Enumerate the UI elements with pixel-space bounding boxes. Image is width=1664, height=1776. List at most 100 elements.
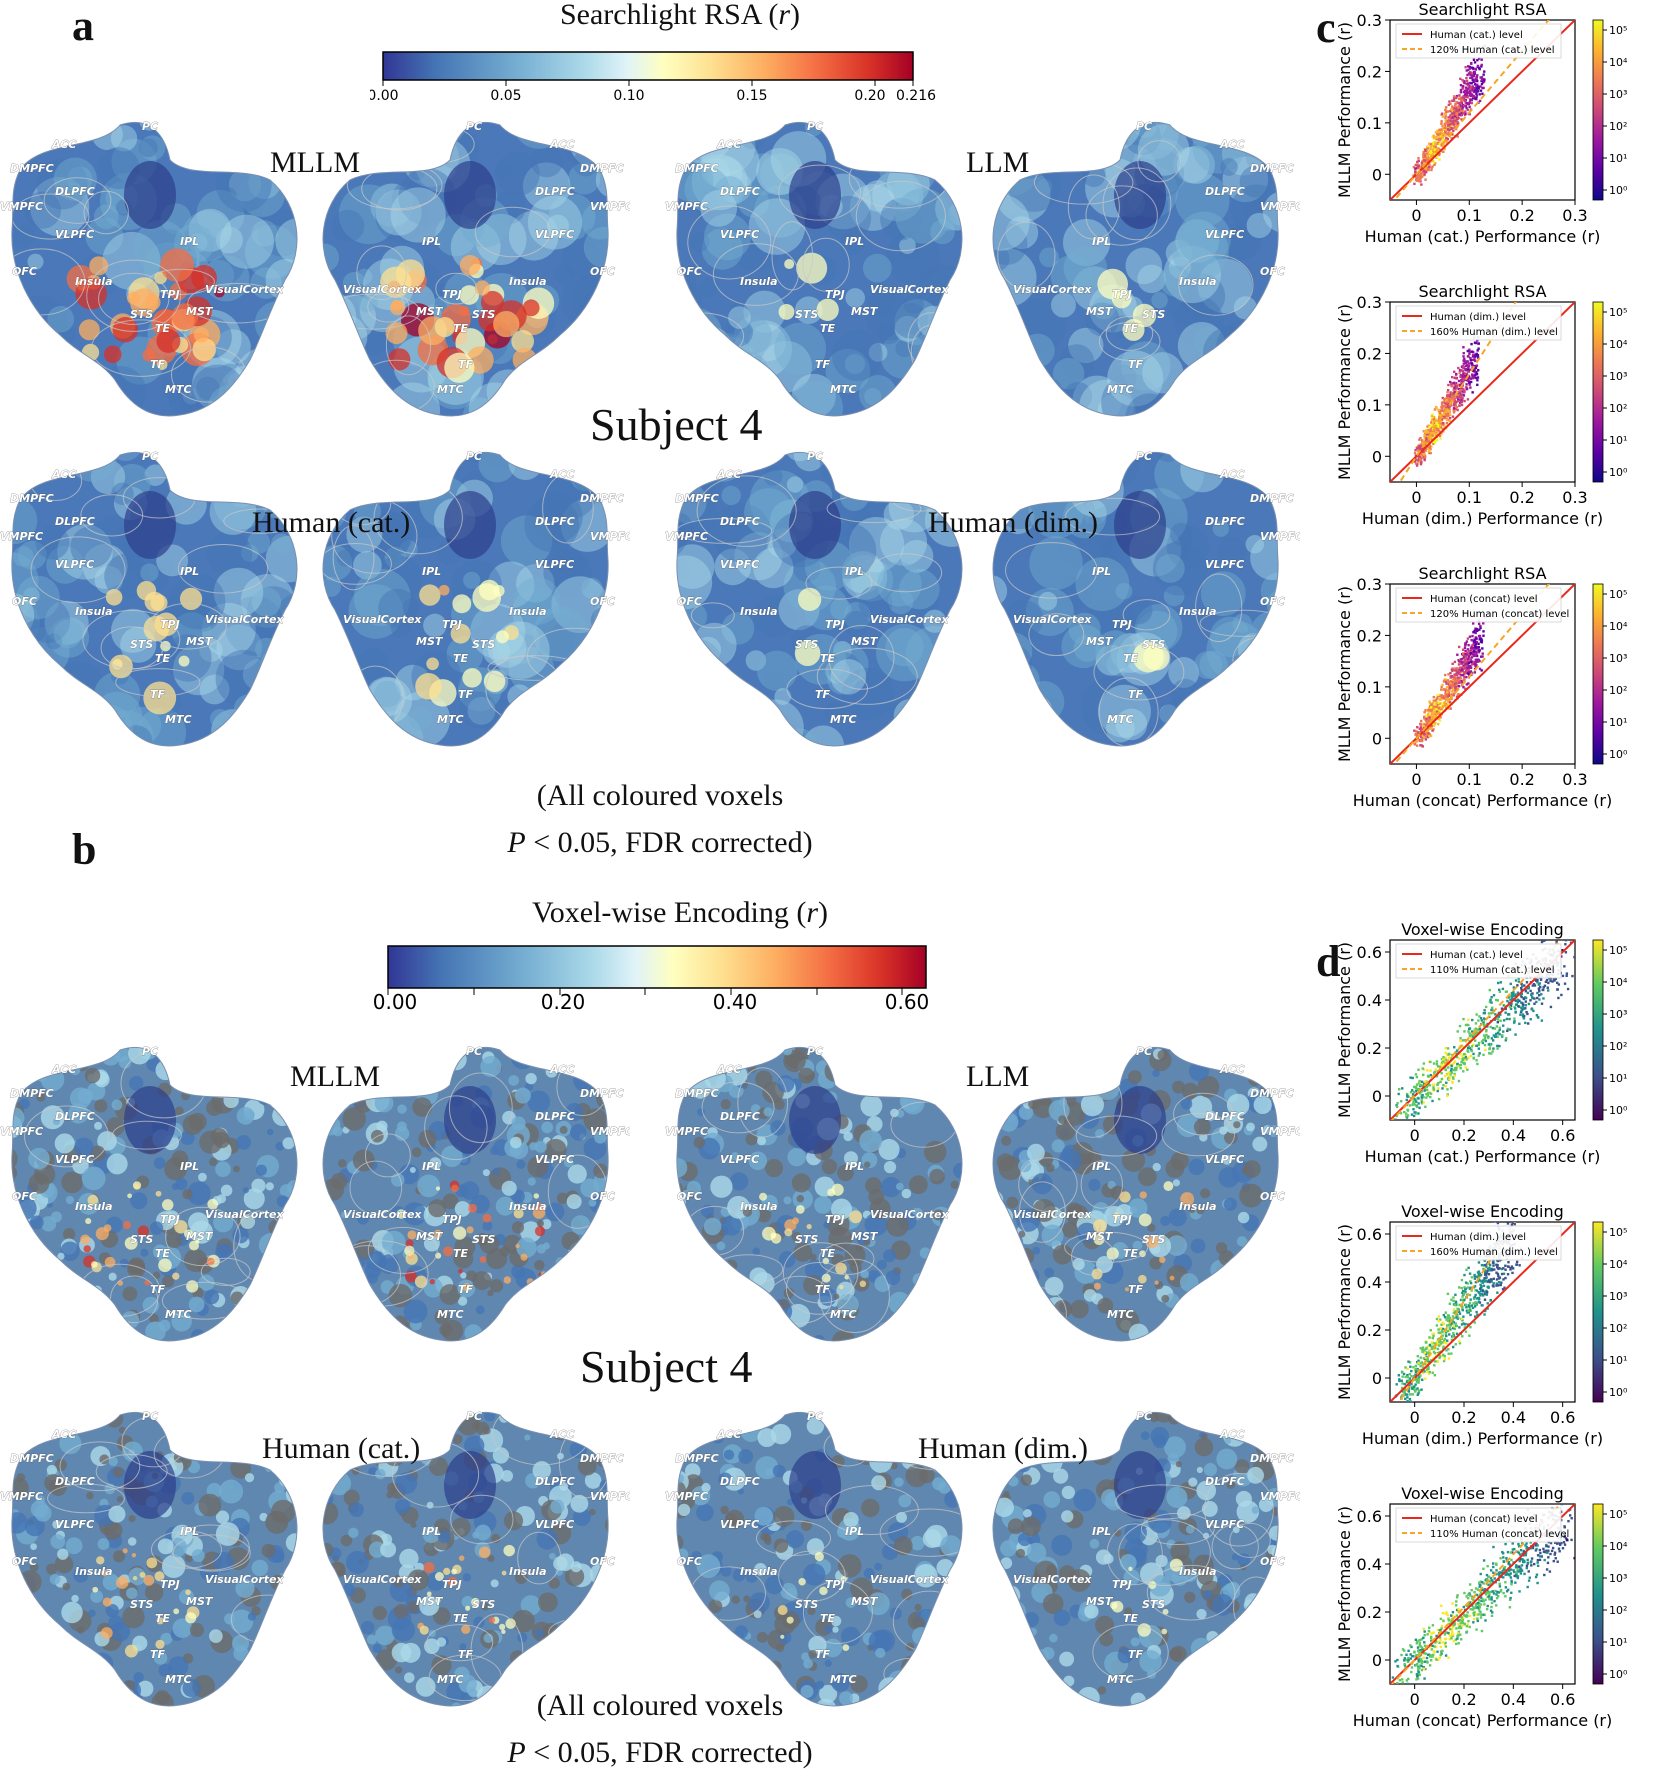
brain-texture	[1244, 1289, 1265, 1310]
brain-texture	[1027, 1675, 1041, 1689]
brain-texture	[603, 320, 630, 354]
roi-label: OFC	[590, 595, 615, 608]
roi-label: ACC	[1219, 138, 1244, 151]
brain-hotspot	[460, 306, 470, 316]
brain-texture	[993, 1237, 1016, 1260]
density-point	[1464, 99, 1466, 101]
density-point	[1466, 69, 1468, 71]
brain-texture	[231, 401, 254, 424]
brain-hotspot	[784, 259, 794, 269]
brain-texture	[1054, 1609, 1071, 1626]
roi-label: OFC	[1260, 265, 1285, 278]
brain-texture	[211, 110, 240, 133]
brain-texture	[14, 134, 34, 154]
brain-texture	[767, 1303, 777, 1313]
brain-texture	[1065, 1337, 1077, 1349]
brain-texture	[935, 440, 975, 475]
roi-label: ACC	[51, 138, 76, 151]
brain-texture	[943, 1586, 950, 1593]
brain-texture	[13, 1400, 25, 1408]
brain-texture	[1153, 1434, 1167, 1448]
density-point	[1429, 151, 1431, 153]
brain-texture	[12, 1627, 21, 1636]
roi-label: TE	[155, 1247, 171, 1260]
brain-texture	[210, 488, 257, 535]
density-point	[1457, 109, 1459, 111]
roi-label: STS	[472, 1233, 495, 1246]
brain-texture	[419, 1340, 428, 1349]
brain-texture	[218, 474, 236, 492]
roi-label: TE	[155, 322, 171, 335]
brain-texture	[266, 1268, 286, 1288]
brain-texture	[1098, 1686, 1106, 1694]
brain-texture	[320, 110, 371, 142]
brain-texture	[554, 264, 574, 284]
brain-texture	[22, 1314, 40, 1332]
brain-texture	[1163, 717, 1209, 760]
brain-texture	[859, 1130, 882, 1153]
brain-texture	[240, 1035, 254, 1044]
density-point	[1449, 417, 1451, 419]
brain-texture	[431, 1422, 453, 1444]
roi-label: TE	[155, 652, 171, 665]
brain-texture	[1197, 1467, 1203, 1473]
brain-texture	[123, 1286, 138, 1301]
roi-label: PC	[807, 450, 823, 463]
density-point	[1438, 158, 1440, 160]
roi-label: MST	[851, 1230, 879, 1243]
roi-label: OFC	[590, 1190, 615, 1203]
brain-hotspot	[1094, 1283, 1101, 1290]
density-point	[1467, 82, 1469, 84]
brain-texture	[1001, 1658, 1011, 1668]
brain-texture	[1024, 1269, 1039, 1284]
brain-texture	[154, 1157, 166, 1169]
brain-texture	[1200, 1188, 1210, 1198]
density-point	[1471, 362, 1473, 364]
brain-texture	[1246, 1122, 1255, 1131]
brain-texture	[94, 1122, 102, 1130]
roi-label: DLPFC	[55, 185, 95, 198]
brain-texture	[935, 1069, 952, 1086]
brain-texture	[208, 385, 255, 430]
brain-texture	[774, 1099, 785, 1110]
brain-texture	[36, 1665, 53, 1682]
brain-texture	[0, 1035, 17, 1055]
brain-texture	[228, 734, 248, 754]
brain-texture	[320, 719, 347, 750]
brain-texture	[752, 1047, 765, 1060]
brain-texture	[1008, 1323, 1014, 1329]
brain-hotspot	[489, 1617, 495, 1623]
enc-colorbar-gradient	[388, 946, 926, 988]
brain-texture	[521, 710, 550, 739]
roi-label: TF	[815, 688, 831, 701]
density-point	[1462, 85, 1464, 87]
brain-texture	[290, 1255, 301, 1266]
density-point	[1456, 112, 1458, 114]
brain-texture	[198, 1400, 216, 1415]
brain-texture	[92, 1406, 112, 1426]
roi-label: VMPFC	[1260, 1490, 1300, 1503]
brain-texture	[346, 1666, 363, 1683]
brain-texture	[108, 1400, 123, 1411]
brain-texture	[901, 1444, 918, 1461]
brain-hotspot	[1128, 1567, 1132, 1571]
brain-texture	[344, 1049, 353, 1058]
brain-texture	[1001, 1136, 1011, 1146]
brain-hotspot	[127, 292, 140, 305]
brain-texture	[1033, 1415, 1050, 1432]
brain-texture	[248, 1422, 259, 1433]
brain-texture	[268, 1690, 275, 1697]
roi-label: DMPFC	[10, 1087, 54, 1100]
roi-label: VisualCortex	[343, 1208, 422, 1221]
roi-label: TPJ	[442, 288, 462, 301]
brain-texture	[877, 1335, 891, 1349]
brain-texture	[236, 1135, 251, 1150]
brain-texture	[851, 1443, 864, 1456]
brain-texture	[26, 1660, 45, 1679]
brain-texture	[259, 1334, 277, 1352]
brain-texture	[535, 1629, 544, 1638]
roi-label: MTC	[437, 1308, 464, 1321]
density-point	[1481, 78, 1483, 80]
brain-texture	[1042, 1038, 1060, 1056]
brain-texture	[1254, 1700, 1268, 1714]
